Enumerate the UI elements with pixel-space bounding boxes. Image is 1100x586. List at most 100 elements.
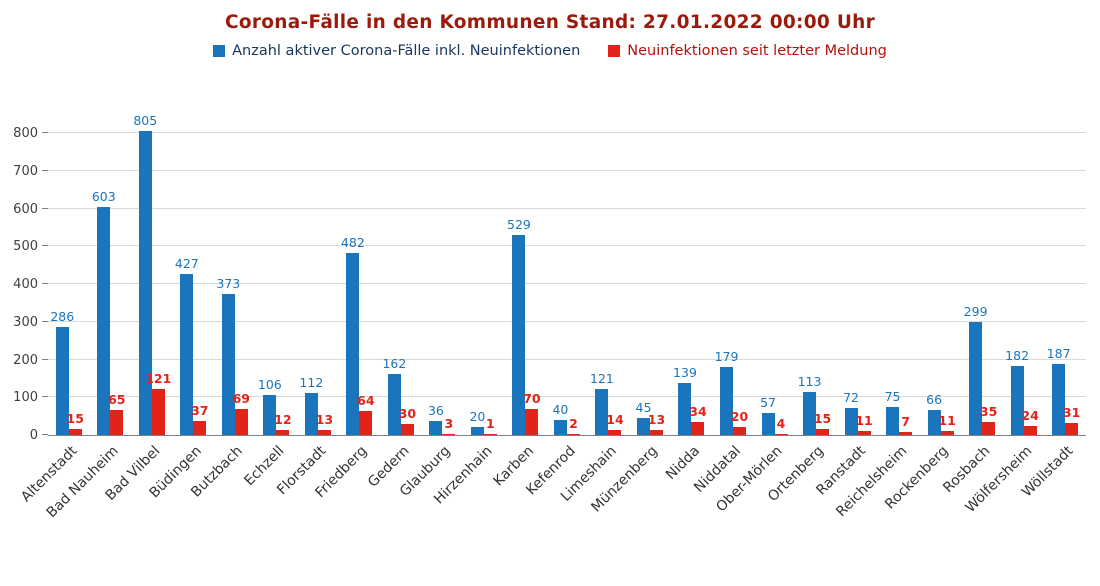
legend-label: Neuinfektionen seit letzter Meldung <box>627 43 887 59</box>
bar-new-infections: 13 <box>648 412 665 435</box>
bar-new-infections: 65 <box>108 392 125 435</box>
plot-area: 0 100 200 300 400 500 600 700 800 286 15 603 65 805 12… <box>13 113 1086 443</box>
y-tick-mark <box>42 283 48 284</box>
x-label-cell: Friedberg <box>313 436 381 554</box>
bar-active-cases: 57 <box>760 395 776 435</box>
bar-new-infections: 12 <box>274 412 292 435</box>
bar-group: 187 31 <box>1044 133 1086 435</box>
bar-new-infections: 30 <box>399 406 416 435</box>
x-label-cell: Gedern <box>365 436 422 554</box>
bar-active-cases: 286 <box>50 309 74 435</box>
x-label-cell: Wöllstadt <box>1019 436 1086 554</box>
bar-value-label: 299 <box>963 304 988 320</box>
bar-new-infections: 35 <box>980 404 997 435</box>
bar-value-label: 35 <box>979 403 998 419</box>
bar-group: 805 121 <box>131 113 173 435</box>
bar-value-label: 36 <box>427 403 444 419</box>
bar-new-infections: 70 <box>523 391 541 435</box>
y-tick-label: 200 <box>13 352 38 368</box>
bar-active-cases: 299 <box>964 304 988 435</box>
bar-group: 20 1 <box>463 133 505 435</box>
y-tick-mark <box>42 207 48 209</box>
bar-active-cases: 603 <box>92 189 116 435</box>
bar-groups: 286 15 603 65 805 121 427 37 373 69 106 12 112 13 482 6… <box>48 113 1086 435</box>
bar-value-label: 72 <box>843 389 859 405</box>
bar-active-cases: 20 <box>469 409 485 435</box>
bar-new-infections: 14 <box>606 412 624 435</box>
x-label-cell: Karben <box>490 436 547 554</box>
bar-active-cases: 36 <box>428 403 444 435</box>
bar-group: 113 15 <box>795 133 837 435</box>
bar-value-label: 187 <box>1046 346 1071 362</box>
y-tick-label: 700 <box>13 163 38 179</box>
bar-new-infections: 20 <box>731 409 748 435</box>
bar-active-cases: 121 <box>590 371 614 435</box>
bar-new-infections: 1 <box>483 416 497 435</box>
bar-active-cases: 113 <box>798 374 821 435</box>
bar-value-label: 31 <box>1062 405 1081 421</box>
bar-value-label: 20 <box>730 409 749 425</box>
bar-value-label: 20 <box>469 409 486 425</box>
bar-value-label: 65 <box>108 392 126 408</box>
y-tick-label: 500 <box>13 239 38 255</box>
bar-value-label: 15 <box>813 411 832 427</box>
legend-label: Anzahl aktiver Corona-Fälle inkl. Neuinf… <box>232 43 581 59</box>
bar-value-label: 7 <box>901 414 910 430</box>
x-axis-labels: Altenstadt Bad Nauheim Bad Vilbel Büdingen B… <box>18 436 1086 554</box>
bar-value-label: 45 <box>635 400 652 416</box>
bar-group: 427 37 <box>173 133 215 435</box>
bar-group: 45 13 <box>629 133 671 435</box>
bar-group: 179 20 <box>712 133 754 435</box>
bar-value-label: 30 <box>398 405 417 421</box>
y-tick-mark <box>42 132 48 133</box>
bar-group: 106 12 <box>256 133 298 435</box>
bar-value-label: 11 <box>855 412 873 428</box>
bar-group: 57 4 <box>754 133 796 435</box>
bar-value-label: 69 <box>232 390 251 406</box>
bar-group: 139 34 <box>671 133 713 435</box>
bar-new-infections: 7 <box>899 414 913 435</box>
gridline <box>48 396 1086 398</box>
bar-value-label: 57 <box>760 395 776 411</box>
bar-value-label: 162 <box>382 355 407 371</box>
y-tick-label: 300 <box>13 314 38 330</box>
bar-new-infections: 11 <box>938 413 956 435</box>
legend-swatch-new-icon <box>608 45 621 57</box>
gridline <box>48 283 1086 284</box>
bar-new-infections: 3 <box>442 416 456 435</box>
y-tick-mark <box>42 434 48 435</box>
y-tick-mark <box>42 245 48 247</box>
bar-group: 482 64 <box>339 133 381 435</box>
bar-group: 112 13 <box>297 133 339 435</box>
y-tick-label: 100 <box>13 390 38 406</box>
y-tick-mark <box>42 396 48 398</box>
bar-value-label: 2 <box>569 416 578 431</box>
gridline <box>48 358 1086 360</box>
y-tick-mark <box>42 169 48 171</box>
bar-value-label: 12 <box>274 412 292 428</box>
bar-value-label: 3 <box>444 415 454 431</box>
bar-value-label: 34 <box>689 404 707 420</box>
bar-value-label: 13 <box>647 412 666 428</box>
bar-active-cases: 182 <box>1005 348 1029 435</box>
bar-value-label: 70 <box>523 390 541 406</box>
bar-active-cases: 805 <box>133 113 157 435</box>
bar-value-label: 14 <box>606 411 624 427</box>
bar-value-label: 15 <box>66 411 84 427</box>
bar-value-label: 13 <box>315 412 334 428</box>
y-tick-mark <box>42 320 48 322</box>
bar-new-infections: 13 <box>316 412 333 435</box>
legend-swatch-active-icon <box>213 45 226 57</box>
bar-active-cases: 179 <box>715 349 738 435</box>
bar-group: 529 70 <box>505 133 547 435</box>
bar-value-label: 112 <box>299 374 324 390</box>
bar-active-cases: 112 <box>299 375 323 435</box>
bar-group: 299 35 <box>961 133 1003 435</box>
bar-active-cases: 427 <box>175 256 199 435</box>
bar-value-label: 427 <box>174 255 199 271</box>
bar-value-label: 603 <box>91 189 116 205</box>
x-label-cell: Hirzenhain <box>431 436 505 554</box>
x-label-cell: Rockenberg <box>882 436 962 554</box>
bar-value-label: 75 <box>884 388 901 404</box>
bar-active-cases: 162 <box>382 356 406 435</box>
